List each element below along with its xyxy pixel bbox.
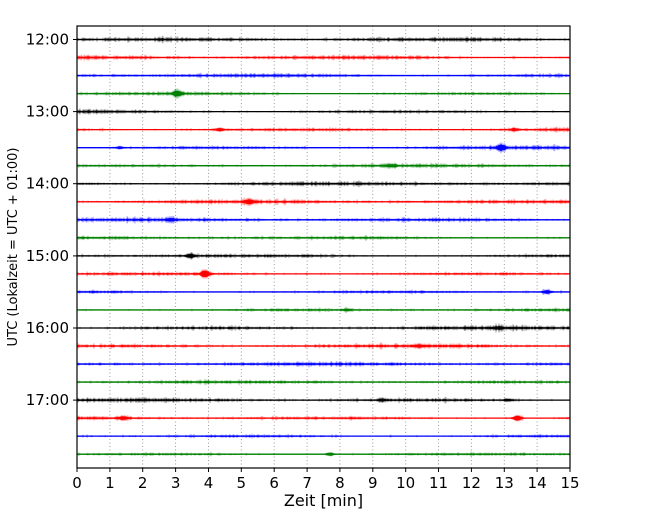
x-tick-label: 5 (237, 474, 247, 492)
trace-17:30 (77, 433, 570, 440)
y-tick-label: 12:00 (26, 31, 69, 49)
x-tick-label: 7 (302, 474, 312, 492)
trace-14:45 (77, 234, 570, 242)
trace-13:15 (77, 126, 570, 134)
plot-content: 0 1 2 3 4 5 6 7 8 9 10 11 12 13 14 1512:0013:0014:0015:… (26, 26, 580, 492)
y-tick-label: 15:00 (26, 247, 69, 265)
trace-12:15 (77, 54, 570, 62)
trace-14:30 (77, 215, 570, 225)
x-tick-label: 14 (528, 474, 547, 492)
x-tick-label: 15 (560, 474, 579, 492)
trace-12:00 (77, 35, 570, 44)
y-tick-label: 14:00 (26, 175, 69, 193)
x-tick-label: 1 (105, 474, 115, 492)
trace-14:15 (77, 197, 570, 207)
trace-13:00 (77, 108, 570, 116)
trace-16:15 (77, 342, 570, 350)
trace-17:00 (77, 396, 570, 404)
x-tick-label: 13 (495, 474, 514, 492)
trace-12:45 (77, 88, 570, 99)
x-tick-label: 3 (171, 474, 181, 492)
trace-14:00 (77, 180, 570, 188)
trace-17:15 (77, 414, 570, 422)
x-tick-label: 6 (269, 474, 279, 492)
trace-13:45 (77, 162, 570, 170)
x-tick-label: 10 (396, 474, 415, 492)
trace-17:45 (77, 451, 570, 458)
trace-13:30 (77, 141, 570, 154)
trace-16:00 (77, 322, 570, 334)
plot-border (76, 25, 571, 469)
x-axis-label: Zeit [min] (284, 491, 363, 510)
x-tick-label: 9 (368, 474, 378, 492)
y-tick-label: 16:00 (26, 319, 69, 337)
trace-12:30 (77, 72, 570, 79)
trace-16:45 (77, 378, 570, 386)
x-tick-label: 0 (72, 474, 82, 492)
trace-16:30 (77, 359, 570, 369)
y-tick-label: 17:00 (26, 391, 69, 409)
x-tick-label: 4 (204, 474, 214, 492)
trace-15:30 (77, 288, 570, 296)
x-tick-label: 11 (429, 474, 448, 492)
x-tick-label: 12 (462, 474, 481, 492)
x-tick-label: 8 (335, 474, 345, 492)
trace-15:00 (77, 251, 570, 260)
x-tick-label: 2 (138, 474, 148, 492)
y-tick-label: 13:00 (26, 103, 69, 121)
trace-15:15 (77, 269, 570, 279)
y-axis-label: UTC (Lokalzeit = UTC + 01:00) (6, 148, 21, 347)
trace-15:45 (77, 306, 570, 314)
